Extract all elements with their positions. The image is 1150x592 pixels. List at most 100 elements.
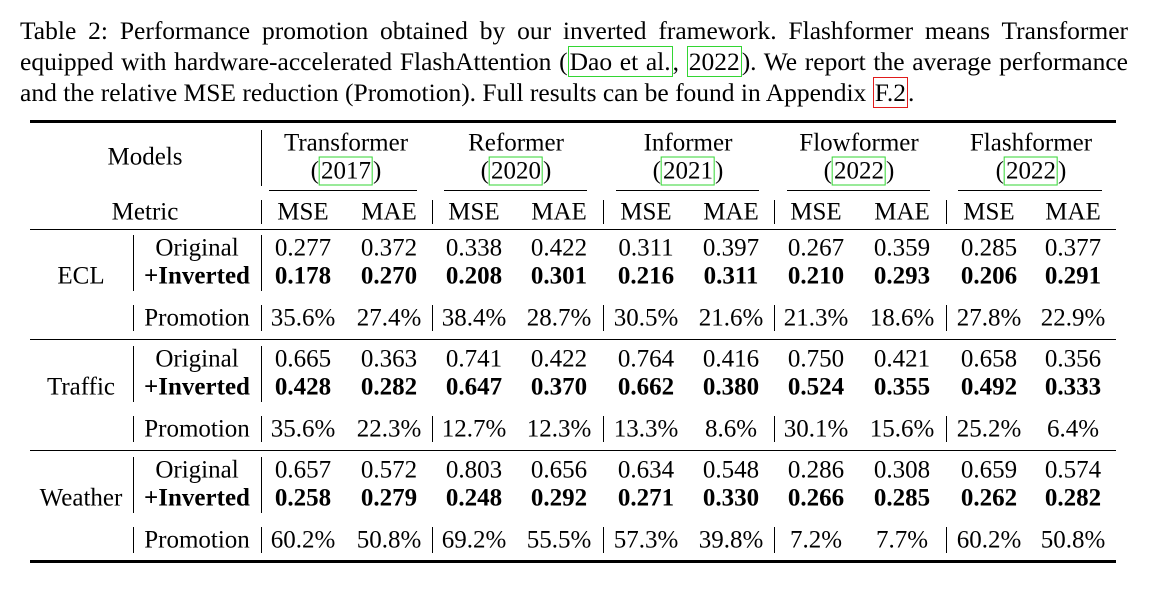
table-cell: 0.422 [530, 234, 588, 262]
table-rule [444, 190, 587, 191]
table-cell: 0.330 [702, 484, 760, 512]
model-year-link[interactable]: 2022 [832, 156, 886, 186]
model-year-link[interactable]: 2022 [1004, 156, 1058, 186]
row-label: +Inverted [144, 373, 250, 401]
model-year-link[interactable]: 2020 [489, 156, 543, 186]
table-cell: 0.492 [960, 373, 1018, 401]
table-cell: 0.764 [617, 345, 675, 373]
table-cell: 6.4% [1046, 415, 1100, 443]
table-cell: 0.548 [702, 456, 760, 484]
dataset-name: Traffic [46, 373, 116, 401]
citation-paren: ) [886, 157, 895, 185]
table-caption: Table 2: Performance promotion obtained … [20, 15, 1128, 108]
column-separator [432, 305, 433, 331]
table-cell: 0.208 [445, 262, 503, 290]
model-year-citation: (2017) [311, 156, 382, 186]
caption-text: Performance promotion obtained by our in… [20, 16, 1129, 76]
column-separator [946, 200, 947, 224]
citation-dao-author-link[interactable]: Dao et al. [567, 46, 673, 77]
table-cell: 60.2% [956, 526, 1022, 554]
table-cell: 0.634 [617, 456, 675, 484]
column-separator [133, 527, 134, 553]
model-name-header: Informer [643, 129, 733, 157]
table-cell: 0.574 [1044, 456, 1102, 484]
metric-header-cell: MSE [963, 198, 1015, 226]
table-cell: 0.524 [787, 373, 845, 401]
model-year-citation: (2022) [824, 156, 895, 186]
column-separator [261, 200, 262, 224]
metric-header-cell: MAE [531, 198, 587, 226]
table-cell: 13.3% [613, 415, 679, 443]
row-label: Promotion [144, 415, 250, 443]
column-separator [133, 416, 134, 442]
table-cell: 39.8% [698, 526, 764, 554]
row-label: Original [155, 345, 239, 373]
table-cell: 27.4% [356, 304, 422, 332]
table-cell: 25.2% [956, 415, 1022, 443]
table-cell: 0.277 [274, 234, 332, 262]
table-rule [30, 450, 1116, 451]
model-year-link[interactable]: 2021 [661, 156, 715, 186]
table-cell: 0.311 [703, 262, 759, 290]
table-rule [787, 190, 930, 191]
table-cell: 18.6% [869, 304, 935, 332]
caption-text: . [907, 78, 915, 107]
column-separator [603, 416, 604, 442]
model-name-header: Transformer [283, 129, 409, 157]
table-cell: 55.5% [526, 526, 592, 554]
column-separator [774, 200, 775, 224]
citation-dao-year-link[interactable]: 2022 [686, 46, 742, 77]
row-label: Promotion [144, 526, 250, 554]
dataset-name: Weather [39, 484, 123, 512]
table-cell: 15.6% [869, 415, 935, 443]
citation-paren: ) [373, 157, 382, 185]
table-cell: 0.285 [960, 234, 1018, 262]
appendix-ref-link[interactable]: F.2 [872, 77, 908, 108]
row-label: Promotion [144, 304, 250, 332]
table-cell: 0.356 [1044, 345, 1102, 373]
table-cell: 0.178 [274, 262, 332, 290]
table-cell: 0.658 [960, 345, 1018, 373]
table-cell: 0.416 [702, 345, 760, 373]
column-separator [774, 305, 775, 331]
table-rule [30, 560, 1116, 563]
metric-header-cell: MAE [1045, 198, 1101, 226]
column-separator [261, 130, 262, 186]
column-separator [432, 416, 433, 442]
citation-paren: ) [1058, 157, 1067, 185]
table-cell: 0.363 [360, 345, 418, 373]
table-cell: 28.7% [526, 304, 592, 332]
citation-paren: ( [652, 157, 661, 185]
table-cell: 0.659 [960, 456, 1018, 484]
model-year-link[interactable]: 2017 [319, 156, 373, 186]
table-cell: 30.1% [783, 415, 849, 443]
column-separator [774, 416, 775, 442]
row-label: Original [155, 456, 239, 484]
column-separator [603, 305, 604, 331]
caption-text: ). We report the average performance and… [20, 47, 1128, 107]
table-cell: 0.267 [787, 234, 845, 262]
table-cell: 0.422 [530, 345, 588, 373]
column-separator [133, 235, 134, 291]
model-name-header: Reformer [468, 129, 564, 157]
row-label: +Inverted [144, 484, 250, 512]
citation-paren: ( [480, 157, 489, 185]
table-cell: 0.266 [787, 484, 845, 512]
table-cell: 0.372 [360, 234, 418, 262]
column-separator [261, 416, 262, 442]
table-cell: 0.380 [702, 373, 760, 401]
table-cell: 0.293 [873, 262, 931, 290]
table-cell: 0.262 [960, 484, 1018, 512]
table-cell: 0.270 [360, 262, 418, 290]
table-cell: 0.206 [960, 262, 1018, 290]
table-cell: 0.210 [787, 262, 845, 290]
column-separator [603, 527, 604, 553]
table-cell: 38.4% [441, 304, 507, 332]
metric-header-cell: MSE [448, 198, 500, 226]
row-label: Original [155, 234, 239, 262]
table-cell: 21.6% [698, 304, 764, 332]
table-cell: 0.311 [618, 234, 674, 262]
citation-separator: , [672, 47, 687, 76]
table-rule [269, 190, 417, 191]
table-cell: 0.355 [873, 373, 931, 401]
